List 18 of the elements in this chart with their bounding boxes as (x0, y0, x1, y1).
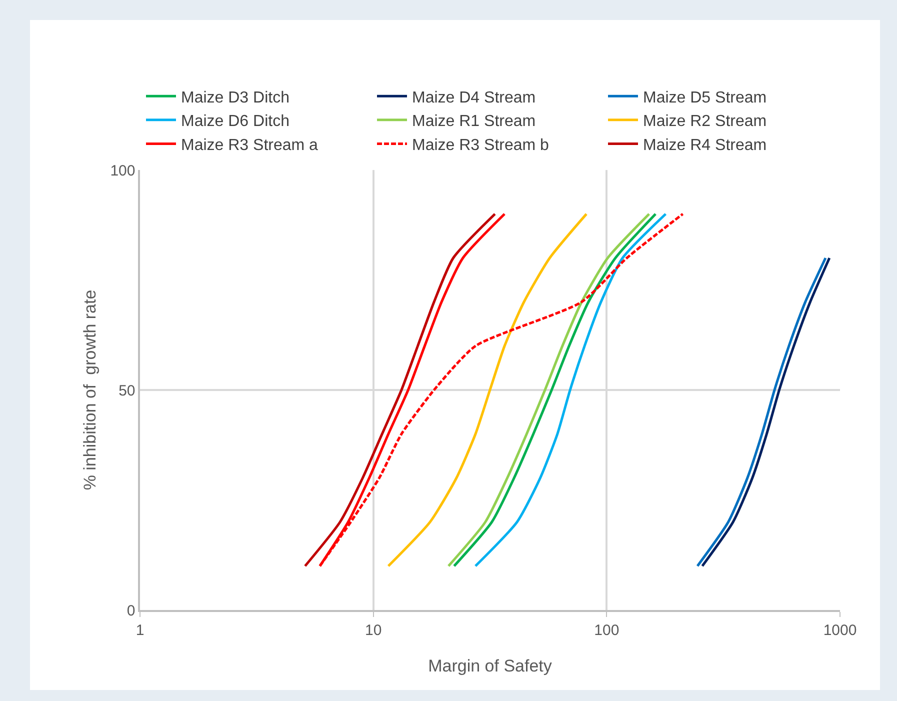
y-tick-label: 100 (110, 162, 136, 180)
legend-label: Maize R3 Stream a (181, 136, 318, 154)
legend-label: Maize R2 Stream (643, 113, 767, 130)
y-tick-label: 50 (118, 382, 136, 400)
legend-label: Maize R3 Stream b (412, 136, 550, 154)
x-tick-label: 1 (136, 622, 144, 639)
legend-label: Maize D4 Stream (412, 89, 536, 106)
x-tick-label: 10 (364, 622, 382, 639)
legend-label: Maize D6 Ditch (181, 113, 290, 130)
x-tick-label: 1000 (823, 622, 857, 639)
legend-label: Maize D5 Stream (643, 89, 767, 106)
x-axis-title: Margin of Safety (428, 656, 552, 676)
y-axis-title: % inhibition of growth rate (80, 290, 100, 490)
legend-label: Maize R1 Stream (412, 113, 536, 130)
x-tick-label: 100 (594, 622, 620, 639)
legend-label: Maize R4 Stream (643, 136, 767, 154)
y-tick-label: 0 (126, 602, 136, 620)
legend-label: Maize D3 Ditch (181, 89, 290, 106)
